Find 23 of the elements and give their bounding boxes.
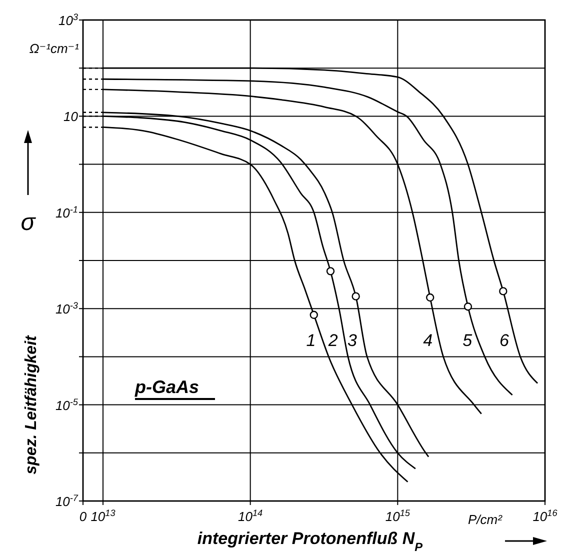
x-axis-title: integrierter Protonenfluß N$_{P}$ bbox=[197, 529, 423, 552]
series-label: 2 bbox=[327, 331, 338, 350]
y-tick-label: 10$^{-1}$ bbox=[55, 204, 78, 220]
y-tick-label: 10$^{3}$ bbox=[58, 12, 78, 28]
y-tick-label: 10 bbox=[64, 109, 79, 124]
x-tick-label: 10$^{13}$ bbox=[90, 508, 116, 524]
x-tick-label: 0 bbox=[79, 509, 88, 524]
y-tick-label: 10$^{-3}$ bbox=[55, 300, 78, 317]
series-label: 5 bbox=[462, 331, 473, 350]
y-tick-label: 10$^{-5}$ bbox=[55, 396, 79, 413]
x-tick-label: 10$^{15}$ bbox=[385, 508, 411, 524]
annotation: p-GaAs bbox=[134, 377, 200, 397]
series-label: 3 bbox=[347, 331, 358, 350]
x-tick-label: 10$^{16}$ bbox=[532, 508, 558, 524]
y-axis-title: spez. Leitfähigkeit bbox=[23, 334, 40, 474]
text: σ bbox=[20, 209, 37, 236]
y-tick-label: 10$^{-7}$ bbox=[55, 493, 79, 509]
series-label: 6 bbox=[499, 331, 510, 350]
series-label: 4 bbox=[423, 331, 433, 350]
series-label: 1 bbox=[306, 331, 316, 350]
x-tick-label: 10$^{14}$ bbox=[238, 508, 263, 524]
text: Ω⁻¹cm⁻¹ bbox=[29, 41, 80, 56]
text: P/cm² bbox=[468, 512, 503, 527]
